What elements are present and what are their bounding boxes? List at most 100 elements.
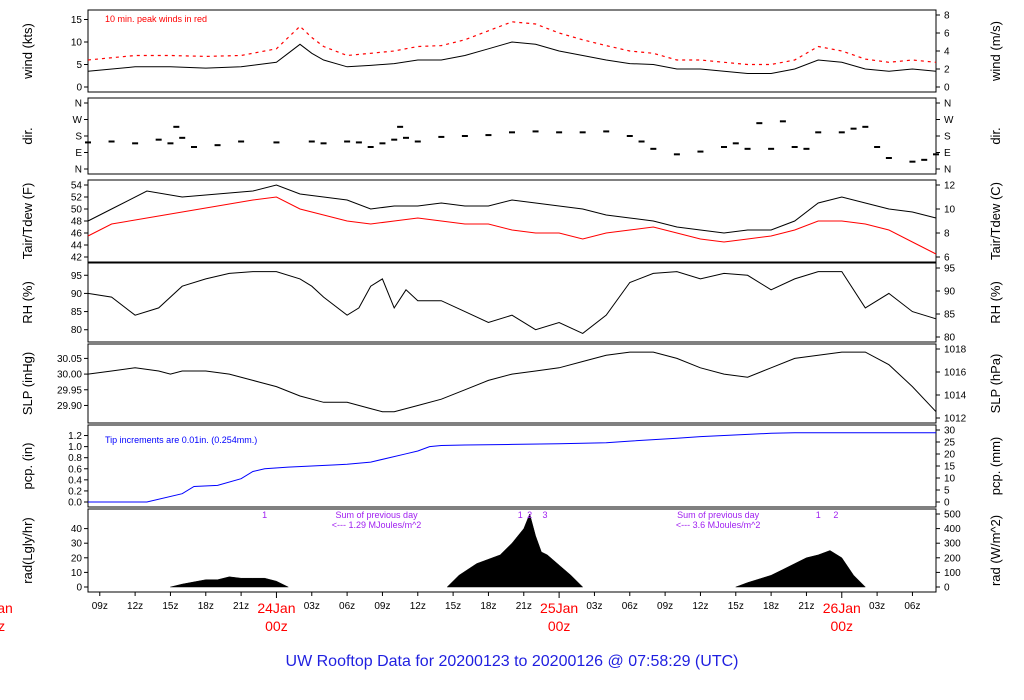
right-tick-label: 20	[944, 450, 956, 461]
right-tick-label: W	[944, 115, 954, 126]
data-point	[732, 142, 739, 145]
time-tick-label: 06z	[622, 601, 638, 612]
ylabel-left: rad(Lgly/hr)	[20, 517, 35, 583]
data-point	[697, 150, 704, 153]
left-tick-label: 30.00	[57, 370, 82, 381]
data-point	[108, 140, 115, 143]
right-tick-label: 8	[944, 11, 950, 22]
data-point	[921, 158, 928, 161]
data-point	[173, 125, 180, 128]
series-line-0	[87, 271, 937, 334]
left-tick-label: 15	[71, 15, 83, 26]
right-tick-label: 0	[944, 583, 950, 594]
left-tick-label: 30.05	[57, 354, 82, 365]
left-tick-label: 0.8	[68, 453, 82, 464]
data-point	[367, 146, 374, 148]
data-point	[132, 142, 139, 145]
time-tick-label: 15z	[728, 601, 744, 612]
left-tick-label: 44	[71, 241, 83, 252]
left-tick-label: 52	[71, 193, 83, 204]
ylabel-left: wind (kts)	[20, 23, 35, 80]
time-tick-label: 12z	[127, 601, 143, 612]
right-tick-label: E	[944, 148, 951, 159]
left-tick-label: 0.6	[68, 464, 82, 475]
panel-frame	[87, 343, 937, 424]
series-line-1	[87, 21, 937, 66]
time-tick-label: 03z	[869, 601, 885, 612]
left-tick-label: 50	[71, 205, 83, 216]
ylabel-left: SLP (inHg)	[20, 352, 35, 415]
data-point	[603, 130, 610, 133]
data-point	[579, 131, 586, 134]
right-tick-label: 6	[944, 29, 950, 40]
left-tick-label: 0.4	[68, 475, 82, 486]
left-tick-label: 0.2	[68, 486, 82, 497]
left-tick-label: 40	[71, 524, 83, 535]
day-date-label: 23Jan	[0, 600, 13, 616]
panel-frame	[87, 97, 937, 175]
left-tick-label: S	[75, 132, 82, 143]
right-tick-label: 85	[944, 310, 956, 321]
left-tick-label: 54	[71, 181, 83, 192]
right-tick-label: 10	[944, 205, 956, 216]
radiation-area	[446, 513, 584, 588]
radiation-sum-note: Sum of previous day	[677, 510, 760, 520]
ylabel-right: Tair/Tdew (C)	[988, 182, 1003, 260]
left-tick-label: 20	[71, 553, 83, 564]
right-tick-label: 95	[944, 264, 956, 275]
time-tick-label: 03z	[586, 601, 602, 612]
left-tick-label: 90	[71, 289, 83, 300]
radiation-area	[735, 550, 866, 588]
right-tick-label: 0	[944, 83, 950, 94]
data-point	[320, 142, 327, 145]
left-tick-label: 42	[71, 253, 83, 264]
series-line-0	[87, 41, 937, 74]
data-point	[509, 131, 515, 134]
radiation-area	[170, 576, 289, 588]
time-tick-label: 21z	[798, 601, 814, 612]
data-point	[238, 140, 245, 143]
right-tick-label: 5	[944, 486, 950, 497]
data-point	[626, 135, 633, 137]
data-point	[768, 147, 775, 150]
left-tick-label: 85	[71, 307, 83, 318]
right-tick-label: 8	[944, 229, 950, 240]
data-point	[461, 135, 468, 137]
left-tick-label: N	[75, 165, 82, 176]
right-tick-label: 1012	[944, 414, 967, 425]
data-point	[838, 131, 845, 134]
data-point	[403, 136, 409, 139]
right-tick-label: 6	[944, 253, 950, 264]
right-tick-label: 200	[944, 553, 961, 564]
left-tick-label: W	[73, 115, 83, 126]
radiation-sum-value: <--- 1.29 MJoules/m^2	[332, 520, 422, 530]
data-point	[214, 144, 221, 147]
panel-rh: 80 85 90 95 80 85 90 95 RH (%) RH (%)	[20, 262, 1003, 344]
panel-frame	[87, 262, 937, 343]
data-point	[556, 131, 563, 134]
data-point	[379, 142, 386, 145]
time-tick-label: 21z	[516, 601, 532, 612]
data-point	[485, 134, 492, 137]
data-point	[909, 160, 916, 163]
left-tick-label: 29.90	[57, 401, 82, 412]
right-tick-label: 80	[944, 333, 956, 344]
right-tick-label: 300	[944, 539, 961, 550]
left-tick-label: E	[75, 148, 82, 159]
radiation-sum-value: <--- 3.6 MJoules/m^2	[676, 520, 761, 530]
time-tick-label: 15z	[162, 601, 178, 612]
ylabel-left: pcp. (in)	[20, 443, 35, 490]
time-tick-label: 21z	[233, 601, 249, 612]
day-time-label: 00z	[0, 618, 5, 634]
series-line-0	[87, 351, 937, 413]
ylabel-right: wind (m/s)	[988, 21, 1003, 82]
ylabel-left: Tair/Tdew (F)	[20, 183, 35, 260]
data-point	[414, 140, 421, 143]
left-tick-label: 1.2	[68, 431, 82, 442]
right-tick-label: 400	[944, 524, 961, 535]
left-tick-label: 10	[71, 568, 83, 579]
peak-marker: 2	[833, 510, 838, 520]
ylabel-right: dir.	[988, 127, 1003, 144]
